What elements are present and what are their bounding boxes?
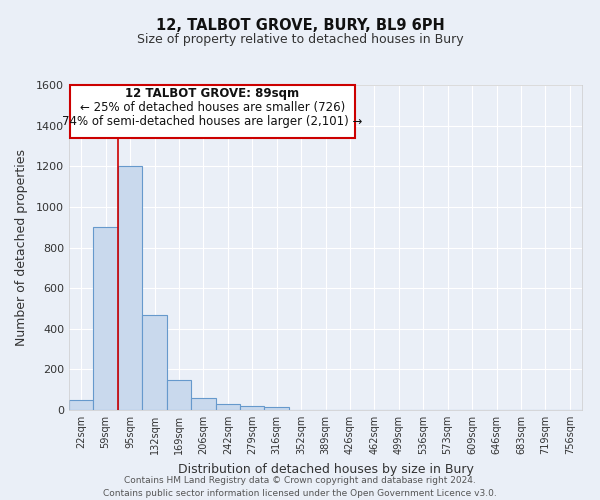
Bar [118, 166, 142, 410]
Bar [94, 227, 118, 410]
Text: Contains HM Land Registry data © Crown copyright and database right 2024.: Contains HM Land Registry data © Crown c… [124, 476, 476, 485]
Text: ← 25% of detached houses are smaller (726): ← 25% of detached houses are smaller (72… [80, 101, 345, 114]
Bar [70, 85, 355, 138]
Text: 12, TALBOT GROVE, BURY, BL9 6PH: 12, TALBOT GROVE, BURY, BL9 6PH [155, 18, 445, 32]
Y-axis label: Number of detached properties: Number of detached properties [14, 149, 28, 346]
Bar [191, 398, 215, 410]
Text: 12 TALBOT GROVE: 89sqm: 12 TALBOT GROVE: 89sqm [125, 86, 299, 100]
X-axis label: Distribution of detached houses by size in Bury: Distribution of detached houses by size … [178, 462, 473, 475]
Text: 74% of semi-detached houses are larger (2,101) →: 74% of semi-detached houses are larger (… [62, 115, 363, 128]
Text: Size of property relative to detached houses in Bury: Size of property relative to detached ho… [137, 32, 463, 46]
Bar [69, 400, 94, 410]
Bar [215, 404, 240, 410]
Bar [265, 407, 289, 410]
Bar [142, 314, 167, 410]
Bar [240, 406, 265, 410]
Text: Contains public sector information licensed under the Open Government Licence v3: Contains public sector information licen… [103, 489, 497, 498]
Bar [167, 380, 191, 410]
